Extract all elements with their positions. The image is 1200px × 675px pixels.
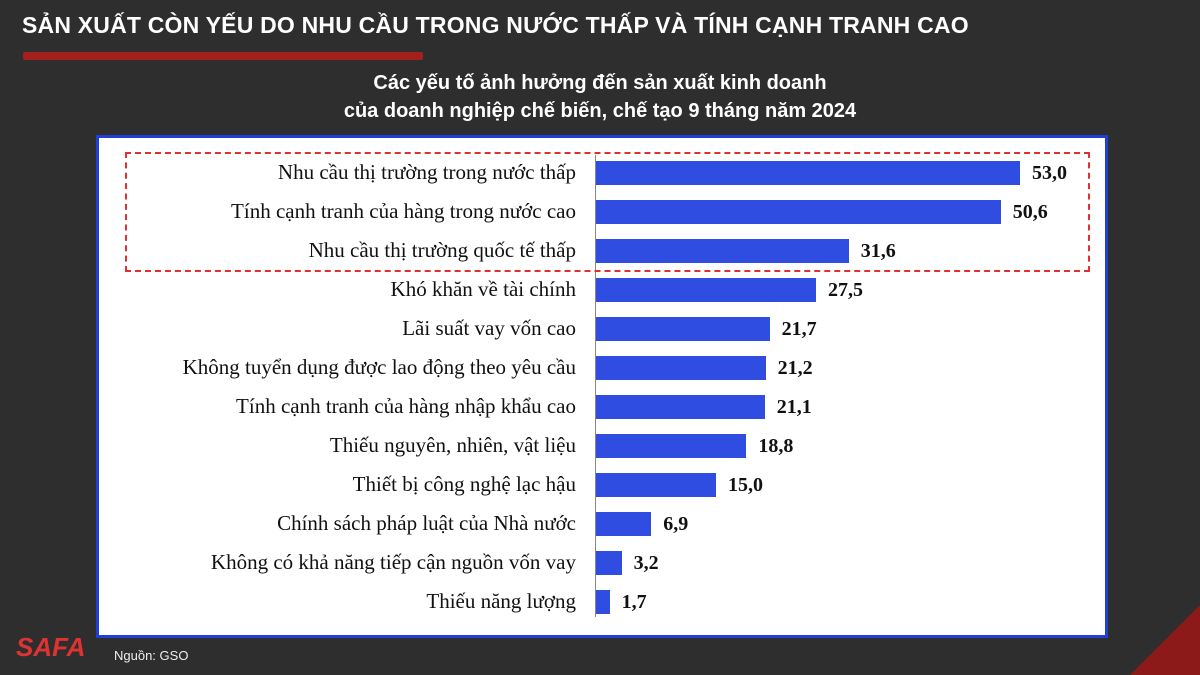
corner-decoration	[1130, 605, 1200, 675]
title-underline	[23, 52, 423, 60]
data-label: 31,6	[860, 240, 896, 262]
source-note: Nguồn: GSO	[114, 648, 189, 663]
data-label: 3,2	[633, 552, 659, 574]
chart-subtitle: của doanh nghiệp chế biến, chế tạo 9 thá…	[343, 100, 857, 122]
data-label: 53,0	[1032, 162, 1067, 184]
category-label: Thiết bị công nghệ lạc hậu	[352, 472, 576, 496]
category-label: Khó khăn về tài chính	[390, 277, 576, 301]
category-label: Nhu cầu thị trường trong nước thấp	[277, 160, 576, 184]
bar	[596, 395, 765, 419]
category-label: Chính sách pháp luật của Nhà nước	[277, 511, 576, 535]
y-axis	[595, 155, 596, 617]
category-label: Tính cạnh tranh của hàng nhập khẩu cao	[236, 394, 576, 418]
data-label: 15,0	[728, 474, 763, 496]
bar	[596, 434, 747, 458]
data-label: 18,8	[758, 435, 794, 457]
data-label: 50,6	[1012, 201, 1048, 223]
data-label: 6,9	[663, 513, 689, 535]
logo: SAFA	[16, 632, 86, 662]
bar	[596, 239, 849, 263]
bar	[596, 590, 610, 614]
data-label: 21,7	[781, 318, 817, 340]
data-label: 1,7	[621, 591, 647, 613]
category-label: Thiếu năng lượng	[426, 589, 576, 613]
bar	[596, 356, 766, 380]
bar	[596, 473, 716, 497]
highlight-box	[125, 152, 1090, 272]
bar	[596, 317, 770, 341]
category-label: Nhu cầu thị trường quốc tế thấp	[308, 238, 576, 262]
bar	[596, 200, 1001, 224]
category-label: Không tuyển dụng được lao động theo yêu …	[182, 355, 576, 379]
data-label: 27,5	[828, 279, 863, 301]
data-label: 21,2	[777, 357, 813, 379]
bar	[596, 551, 622, 575]
bar	[596, 161, 1020, 185]
data-label: 21,1	[776, 396, 812, 418]
category-label: Không có khả năng tiếp cận nguồn vốn vay	[210, 550, 576, 574]
category-label: Tính cạnh tranh của hàng trong nước cao	[231, 199, 576, 223]
chart-title: Các yếu tố ảnh hưởng đến sản xuất kinh d…	[373, 72, 827, 94]
category-label: Lãi suất vay vốn cao	[402, 316, 576, 340]
category-label: Thiếu nguyên, nhiên, vật liệu	[329, 433, 576, 457]
bar	[596, 512, 652, 536]
page-title: SẢN XUẤT CÒN YẾU DO NHU CẦU TRONG NƯỚC T…	[22, 12, 969, 38]
bar	[596, 278, 816, 302]
